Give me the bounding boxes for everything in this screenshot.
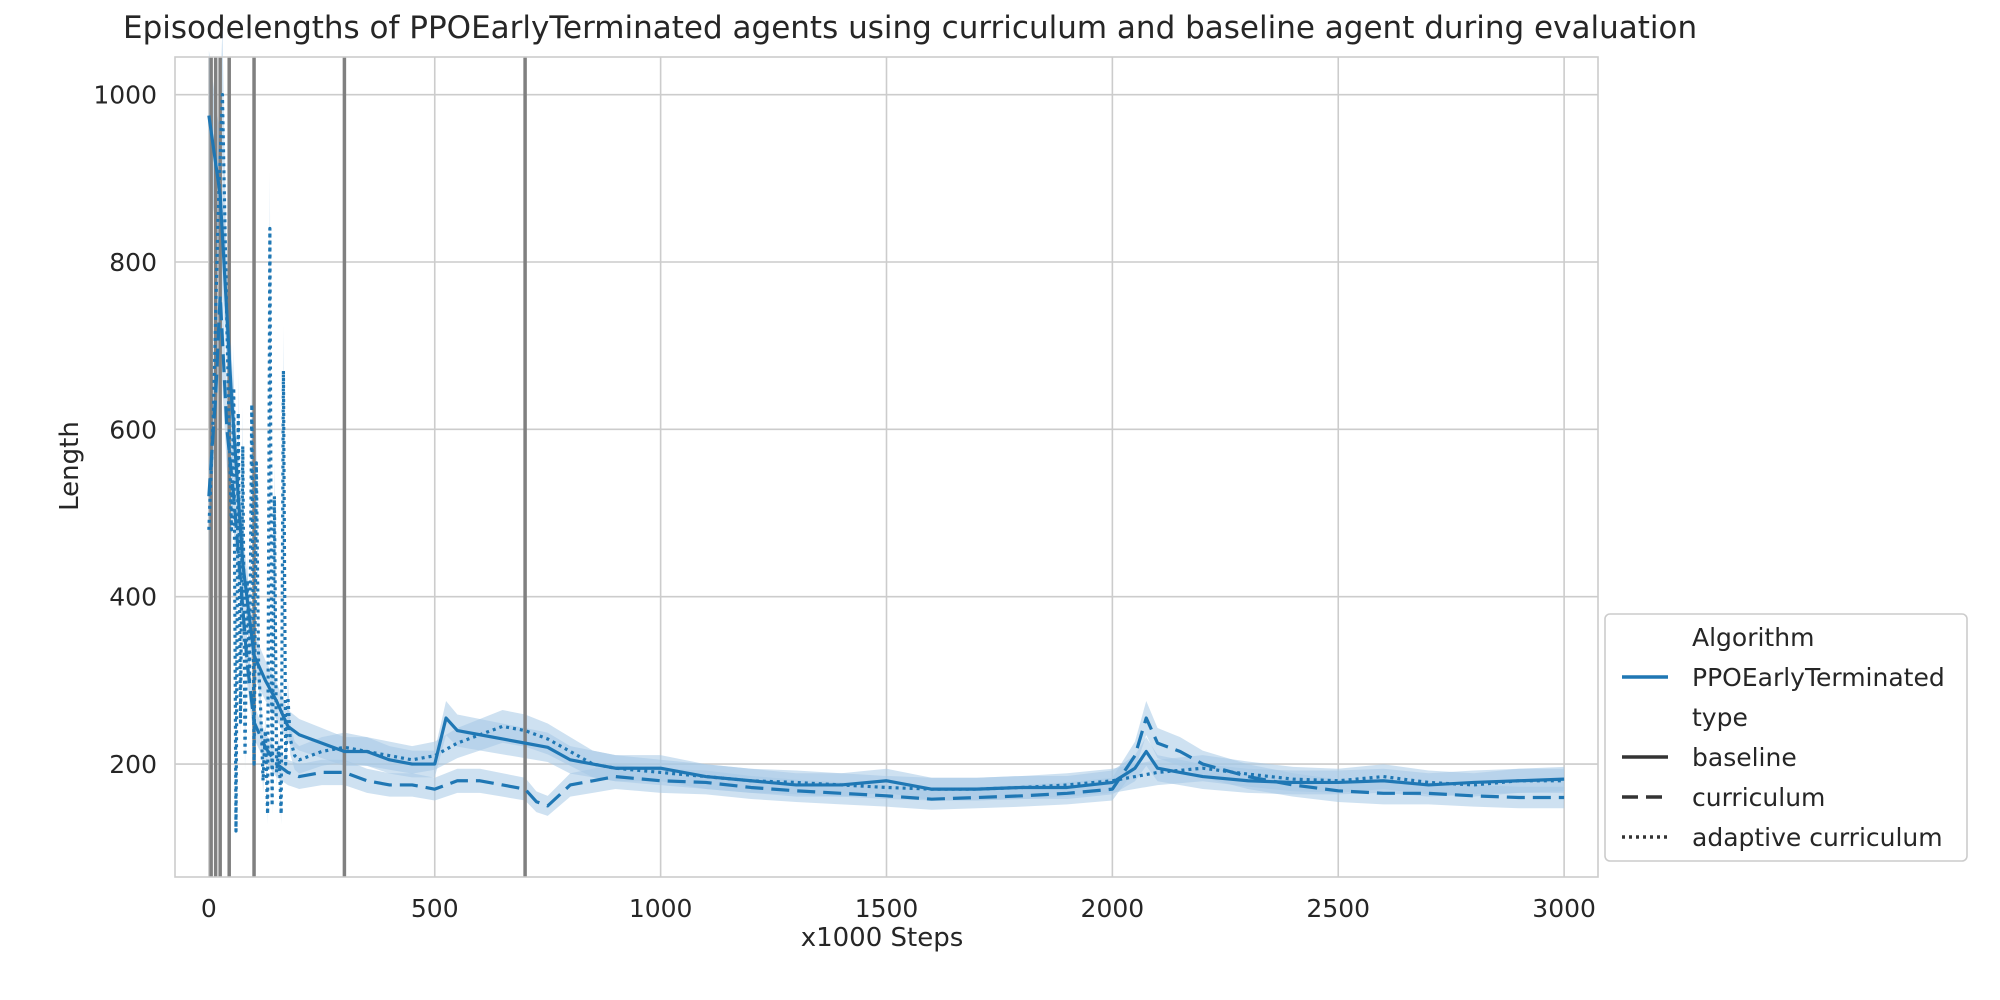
x-tick-label: 1000: [629, 894, 693, 923]
y-tick-label: 200: [109, 750, 157, 779]
series-lines: [207, 93, 1565, 833]
legend-label: adaptive curriculum: [1692, 823, 1943, 852]
y-tick-label: 800: [109, 248, 157, 277]
x-tick-label: 1500: [855, 894, 919, 923]
y-tick-label: 1000: [93, 81, 157, 110]
y-tick-label: 400: [109, 583, 157, 612]
legend-label: curriculum: [1692, 783, 1825, 812]
x-tick-label: 3000: [1532, 894, 1596, 923]
legend: Algorithm PPOEarlyTerminated type baseline c…: [1604, 613, 1968, 862]
y-tick-label: 600: [109, 415, 157, 444]
legend-label: type: [1692, 703, 1748, 732]
x-tick-label: 0: [201, 894, 217, 923]
x-tick-label: 2000: [1081, 894, 1145, 923]
legend-box: [1604, 613, 1968, 862]
x-tick-label: 2500: [1306, 894, 1370, 923]
plot-frame: [174, 56, 1599, 878]
legend-label: Algorithm: [1692, 623, 1814, 652]
series-line-dotted: [207, 93, 1565, 833]
tick-labels: 0 500 1000 1500 2000 2500 3000 200 400 600 800 1000: [93, 81, 1596, 923]
legend-label: PPOEarlyTerminated: [1692, 663, 1945, 692]
x-axis-label: x1000 Steps: [801, 923, 964, 953]
series-line-solid: [207, 115, 1565, 791]
x-tick-label: 500: [411, 894, 459, 923]
chart-title: Episodelengths of PPOEarlyTerminated age…: [123, 10, 1697, 46]
grid: [175, 57, 1598, 877]
y-axis-label: Length: [55, 421, 85, 511]
legend-label: baseline: [1692, 743, 1797, 772]
